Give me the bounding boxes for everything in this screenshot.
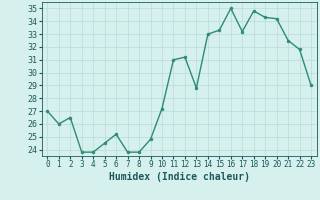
- X-axis label: Humidex (Indice chaleur): Humidex (Indice chaleur): [109, 172, 250, 182]
